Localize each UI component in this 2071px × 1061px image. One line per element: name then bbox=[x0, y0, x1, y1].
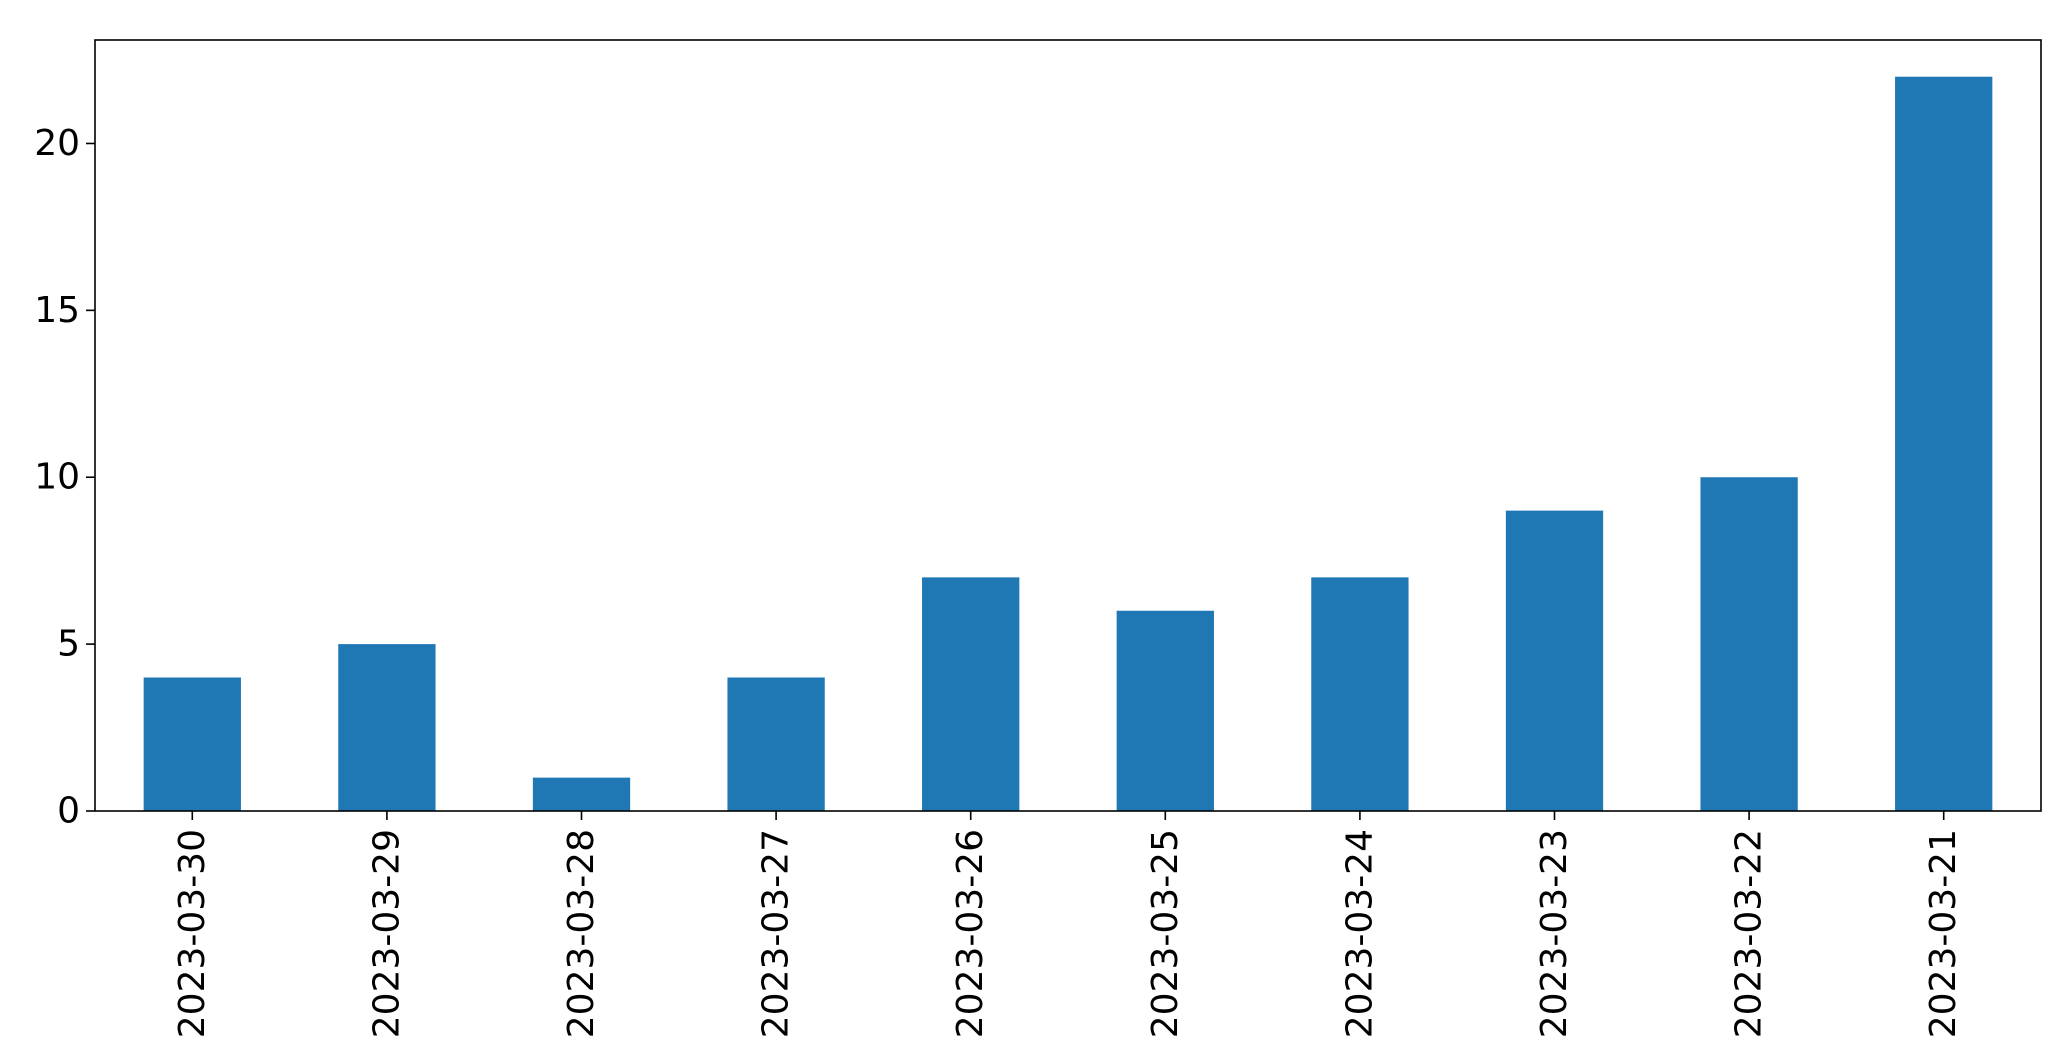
x-tick-label: 2023-03-29 bbox=[366, 829, 407, 1038]
plot-area-frame bbox=[94, 39, 2042, 812]
y-tick-label: 0 bbox=[57, 791, 80, 832]
x-tick-label: 2023-03-24 bbox=[1339, 829, 1380, 1038]
bar-2023-03-25 bbox=[1116, 610, 1214, 811]
x-tick-label: 2023-03-30 bbox=[172, 829, 213, 1038]
bar-2023-03-28 bbox=[532, 777, 631, 811]
bar-2023-03-22 bbox=[1700, 477, 1798, 811]
bar-2023-03-26 bbox=[922, 577, 1020, 811]
y-axis: 0 5 10 15 20 bbox=[34, 123, 95, 832]
y-tick-label: 20 bbox=[34, 123, 80, 164]
bar-2023-03-29 bbox=[338, 644, 436, 811]
x-tick-label: 2023-03-25 bbox=[1145, 829, 1186, 1038]
bar-2023-03-30 bbox=[143, 677, 241, 811]
x-tick-label: 2023-03-27 bbox=[756, 829, 797, 1038]
bar-2023-03-24 bbox=[1311, 577, 1409, 811]
y-tick-label: 5 bbox=[57, 624, 80, 665]
x-tick-label: 2023-03-28 bbox=[561, 829, 602, 1038]
y-tick-label: 15 bbox=[34, 290, 80, 331]
x-axis: 2023-03-30 2023-03-29 2023-03-28 2023-03-27… bbox=[172, 811, 1964, 1038]
bar-2023-03-23 bbox=[1505, 510, 1604, 811]
x-tick-label: 2023-03-21 bbox=[1923, 829, 1964, 1038]
x-tick-label: 2023-03-23 bbox=[1534, 829, 1575, 1038]
bar-series bbox=[143, 76, 1993, 811]
x-tick-label: 2023-03-22 bbox=[1729, 829, 1770, 1038]
bar-2023-03-27 bbox=[727, 677, 825, 811]
y-tick-label: 10 bbox=[34, 457, 80, 498]
bar-2023-03-21 bbox=[1895, 76, 1993, 811]
x-tick-label: 2023-03-26 bbox=[950, 829, 991, 1038]
